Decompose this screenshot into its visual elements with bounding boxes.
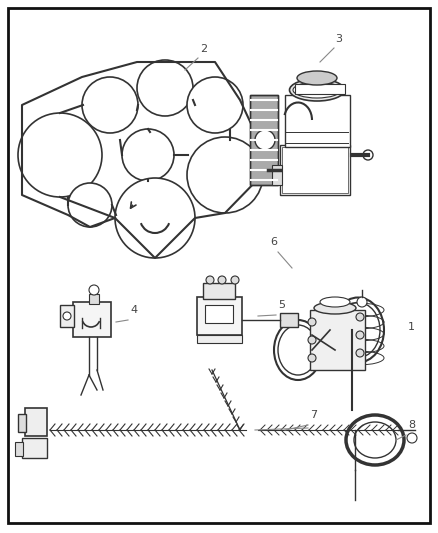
Circle shape [231,276,239,284]
Circle shape [356,331,364,339]
Bar [282,147,348,193]
Bar [280,145,350,195]
Circle shape [206,276,214,284]
Bar [310,310,365,370]
Bar [89,294,99,304]
Circle shape [82,77,138,133]
Ellipse shape [278,325,318,375]
Circle shape [187,137,263,213]
Ellipse shape [332,297,384,362]
Bar [250,95,278,185]
Bar [295,84,345,94]
Circle shape [407,433,417,443]
Bar [250,95,278,185]
Bar [73,302,111,337]
Bar [272,165,282,185]
Bar [280,313,298,327]
Bar [60,305,74,327]
Bar [205,305,233,323]
Bar [22,438,47,458]
Ellipse shape [346,415,404,465]
Bar [285,95,350,147]
Ellipse shape [336,303,380,358]
Text: 6: 6 [270,237,277,247]
Text: 2: 2 [200,44,207,54]
Circle shape [187,77,243,133]
Bar [197,297,242,335]
Ellipse shape [314,302,356,314]
Text: 7: 7 [310,410,317,420]
Text: 3: 3 [335,34,342,44]
Circle shape [356,349,364,357]
Circle shape [137,60,193,116]
Text: 8: 8 [408,420,415,430]
Circle shape [357,297,367,307]
Circle shape [356,313,364,321]
Ellipse shape [290,79,345,101]
Circle shape [68,183,112,227]
Circle shape [363,150,373,160]
Ellipse shape [274,320,322,380]
Text: 5: 5 [278,300,285,310]
Circle shape [255,130,275,150]
Circle shape [63,312,71,320]
Bar [197,335,242,343]
Circle shape [18,113,102,197]
Ellipse shape [293,82,341,98]
Ellipse shape [297,71,337,85]
Ellipse shape [320,297,350,307]
Circle shape [308,318,316,326]
Bar [203,283,235,299]
Circle shape [218,276,226,284]
Bar [15,442,23,456]
Bar [18,414,26,432]
Circle shape [122,129,174,181]
Circle shape [308,354,316,362]
Ellipse shape [354,422,396,458]
Circle shape [89,285,99,295]
Text: 1: 1 [408,322,415,332]
Circle shape [115,178,195,258]
Bar [25,408,47,436]
Text: 4: 4 [130,305,137,315]
Circle shape [308,336,316,344]
